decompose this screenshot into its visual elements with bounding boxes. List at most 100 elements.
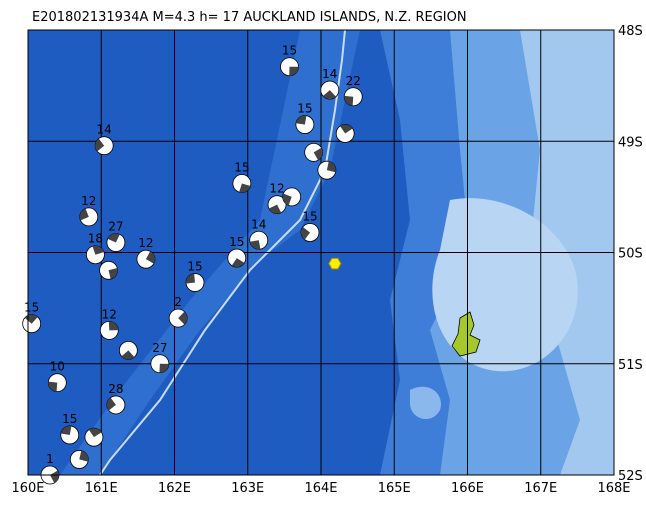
depth-label: 14 bbox=[251, 217, 266, 231]
depth-label: 12 bbox=[138, 236, 153, 250]
focal-mechanism bbox=[136, 249, 156, 269]
x-tick-label: 160E bbox=[11, 481, 44, 496]
focal-mechanism bbox=[185, 273, 205, 292]
beachball-quadrant bbox=[92, 245, 104, 255]
x-tick-label: 164E bbox=[304, 481, 337, 496]
x-tick-label: 162E bbox=[158, 481, 191, 496]
beachball-quadrant bbox=[239, 183, 251, 193]
beachball-quadrant bbox=[268, 204, 282, 214]
focal-mechanism bbox=[106, 233, 126, 252]
depth-label: 22 bbox=[346, 74, 361, 88]
depth-label: 15 bbox=[297, 102, 312, 116]
focal-mechanism bbox=[94, 136, 114, 156]
focal-mechanism bbox=[280, 57, 299, 77]
beachball-quadrant bbox=[178, 311, 188, 325]
beachball-quadrant bbox=[249, 240, 261, 250]
beachball-quadrant bbox=[79, 208, 89, 221]
x-tick-label: 165E bbox=[378, 481, 411, 496]
depth-label: 12 bbox=[102, 307, 117, 321]
x-tick-label: 166E bbox=[451, 481, 484, 496]
focal-mechanism bbox=[320, 80, 340, 100]
beachball-quadrant bbox=[48, 381, 58, 392]
depth-label: 15 bbox=[302, 209, 317, 223]
depth-label: 12 bbox=[81, 194, 96, 208]
beachball-quadrant bbox=[79, 450, 89, 462]
depth-label: 27 bbox=[108, 219, 123, 233]
focal-mechanism bbox=[60, 425, 80, 445]
focal-mechanism bbox=[249, 230, 269, 250]
y-tick-label: 51S bbox=[618, 358, 643, 373]
focal-mechanism bbox=[335, 124, 355, 143]
beachball-quadrant bbox=[231, 258, 245, 268]
x-tick-label: 161E bbox=[85, 481, 118, 496]
focal-mechanism bbox=[150, 354, 170, 374]
beachball-quadrant bbox=[282, 193, 292, 206]
map-title: E201802131934A M=4.3 h= 17 AUCKLAND ISLA… bbox=[32, 10, 467, 25]
depth-label: 15 bbox=[62, 412, 77, 426]
frame bbox=[27, 29, 615, 476]
depth-label: 18 bbox=[88, 232, 103, 246]
depth-label: 15 bbox=[24, 301, 39, 315]
beachball-quadrant bbox=[323, 90, 336, 100]
beachball-quadrant bbox=[145, 251, 155, 264]
beachball-quadrant bbox=[107, 233, 120, 243]
depth-label: 28 bbox=[108, 382, 123, 396]
beachball-quadrant bbox=[108, 321, 119, 331]
beachball-quadrant bbox=[313, 147, 323, 161]
focal-mechanism bbox=[106, 395, 126, 415]
focal-mechanism bbox=[47, 373, 67, 393]
depth-label: 27 bbox=[152, 341, 167, 355]
beachball-quadrant bbox=[326, 161, 336, 173]
focal-mechanism bbox=[317, 160, 337, 180]
depth-label: 12 bbox=[269, 182, 284, 196]
beachball-quadrant bbox=[108, 267, 118, 280]
depth-label: 15 bbox=[234, 161, 249, 175]
focal-mechanism bbox=[227, 248, 247, 268]
beachball-quadrant bbox=[295, 115, 307, 125]
focal-mechanism bbox=[118, 340, 138, 360]
focal-mechanism bbox=[99, 320, 119, 340]
depth-label: 14 bbox=[97, 123, 112, 137]
depth-label: 15 bbox=[187, 260, 202, 274]
beachball-quadrant bbox=[301, 226, 311, 240]
focal-mechanism bbox=[69, 450, 89, 469]
focal-mechanism bbox=[168, 308, 188, 328]
focal-mechanism bbox=[282, 187, 302, 207]
depth-label: 1 bbox=[46, 452, 54, 466]
depth-label: 15 bbox=[282, 44, 297, 58]
focal-mechanism bbox=[232, 174, 252, 193]
beachball-quadrant bbox=[289, 66, 299, 76]
x-tick-label: 168E bbox=[597, 481, 630, 496]
focal-mechanism bbox=[79, 207, 99, 227]
focal-mechanism bbox=[22, 314, 42, 334]
x-tick-label: 163E bbox=[231, 481, 264, 496]
beachball-quadrant bbox=[186, 273, 196, 284]
epicenter bbox=[328, 257, 342, 270]
beachball-quadrant bbox=[88, 428, 102, 438]
focal-mechanism bbox=[300, 223, 320, 242]
focal-mechanism bbox=[304, 142, 324, 162]
beachball-quadrant bbox=[340, 124, 353, 134]
y-tick-label: 52S bbox=[618, 469, 643, 484]
y-tick-label: 48S bbox=[618, 24, 643, 39]
beachball-quadrant bbox=[344, 95, 354, 106]
focal-mechanism bbox=[267, 195, 287, 215]
y-tick-label: 50S bbox=[618, 247, 643, 262]
focal-mechanism bbox=[295, 115, 315, 134]
depth-label: 2 bbox=[174, 295, 182, 309]
depth-label: 14 bbox=[322, 67, 337, 81]
x-tick-label: 167E bbox=[524, 481, 557, 496]
beachball-quadrant bbox=[60, 425, 72, 435]
beachball-quadrant bbox=[49, 470, 59, 483]
focal-mechanism bbox=[85, 245, 105, 265]
y-tick-label: 49S bbox=[618, 135, 643, 150]
beachball-quadrant bbox=[95, 138, 105, 152]
beachball-quadrant bbox=[159, 363, 169, 373]
depth-label: 15 bbox=[229, 235, 244, 249]
focal-mechanism bbox=[84, 427, 104, 447]
focal-mechanism bbox=[99, 260, 118, 280]
depth-label: 10 bbox=[50, 360, 65, 374]
beachball-quadrant bbox=[106, 397, 116, 411]
beachball-quadrant bbox=[121, 350, 135, 360]
